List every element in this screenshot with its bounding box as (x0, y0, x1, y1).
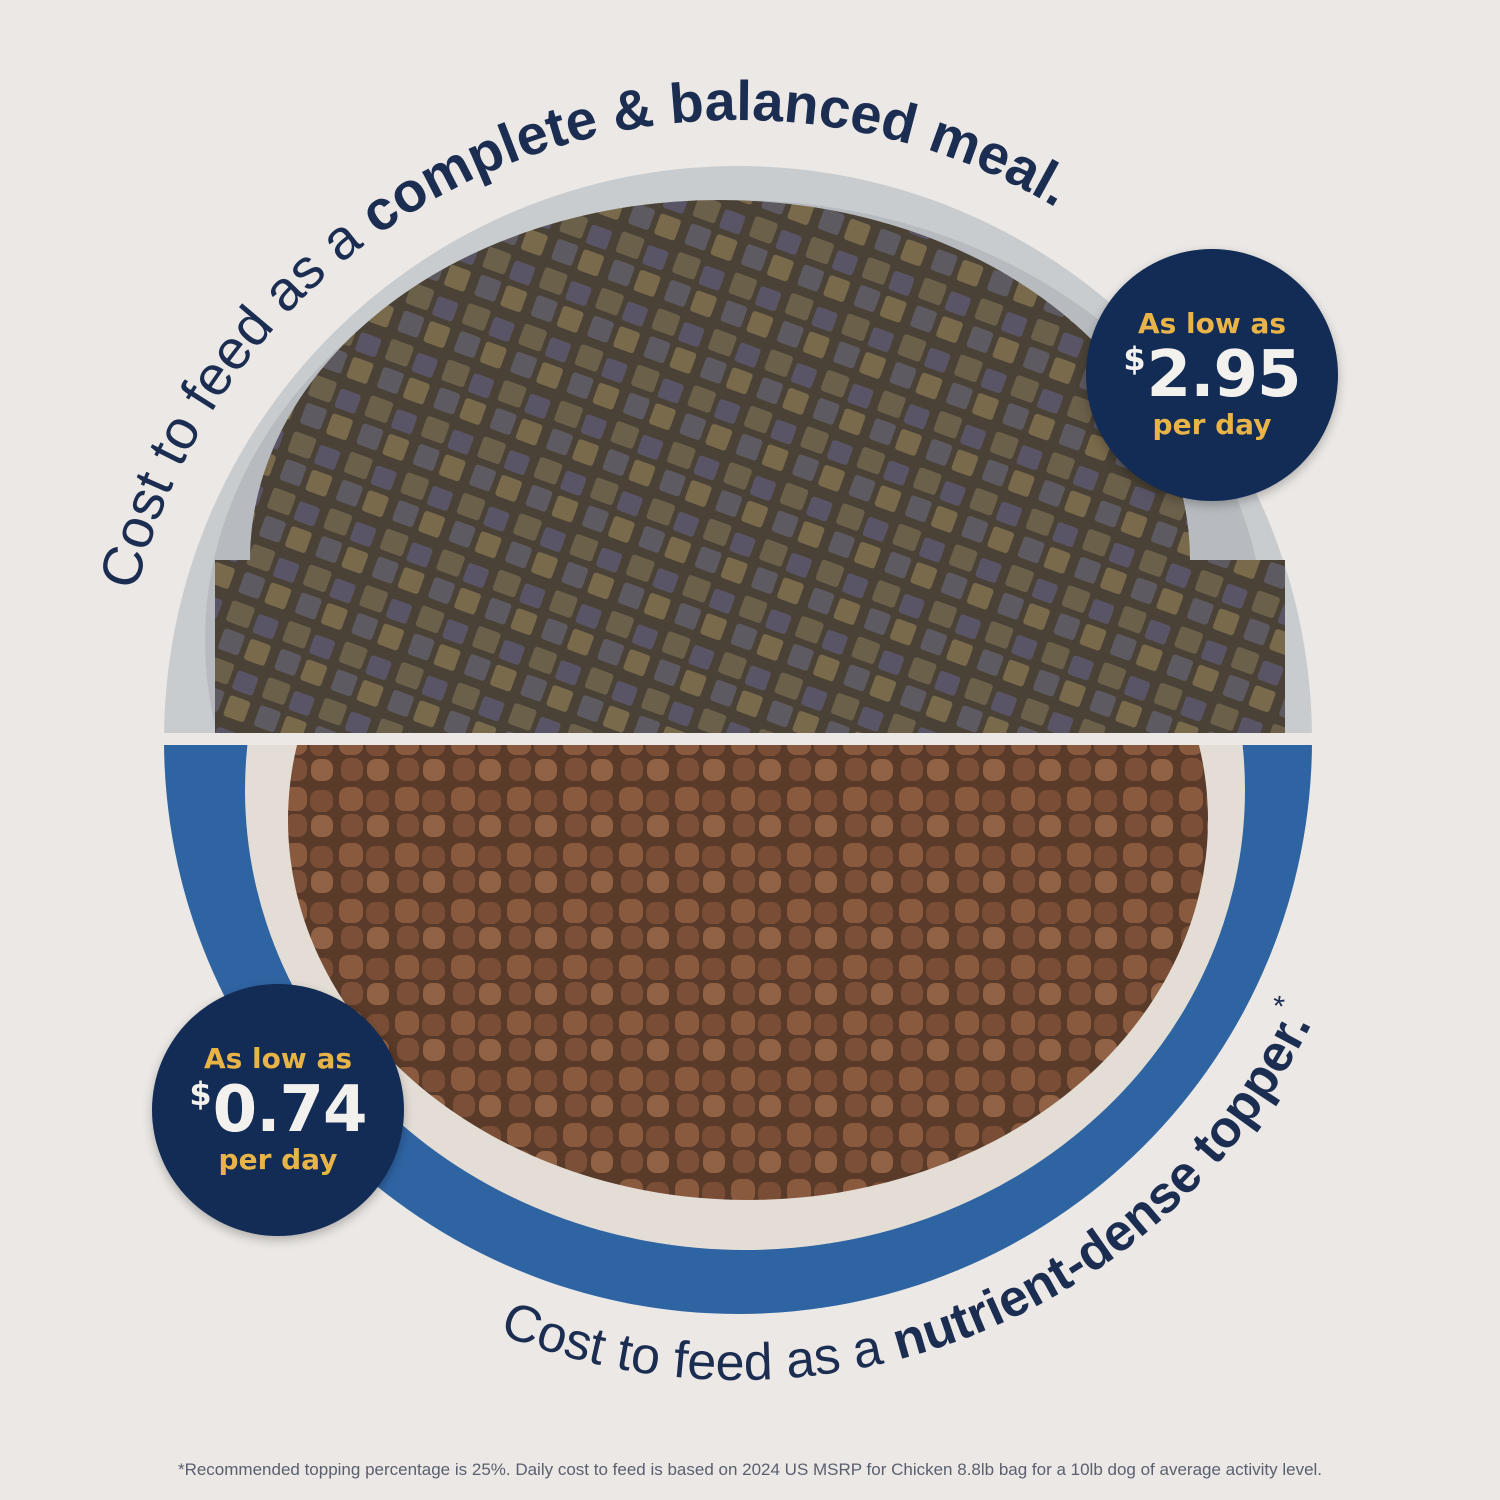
badge-unit: per day (218, 1143, 338, 1177)
footnote: *Recommended topping percentage is 25%. … (177, 1460, 1323, 1479)
topper-price-badge: As low as $0.74 per day (152, 984, 404, 1236)
badge-label: As low as (203, 1042, 353, 1075)
badge-label: As low as (1137, 307, 1287, 340)
complete-meal-bowl (164, 166, 1312, 733)
badge-price: $2.95 (1123, 337, 1301, 412)
badge-unit: per day (1152, 408, 1272, 442)
meal-price-badge: As low as $2.95 per day (1086, 249, 1338, 501)
topper-bowl (164, 745, 1312, 1314)
badge-price: $0.74 (189, 1072, 367, 1147)
